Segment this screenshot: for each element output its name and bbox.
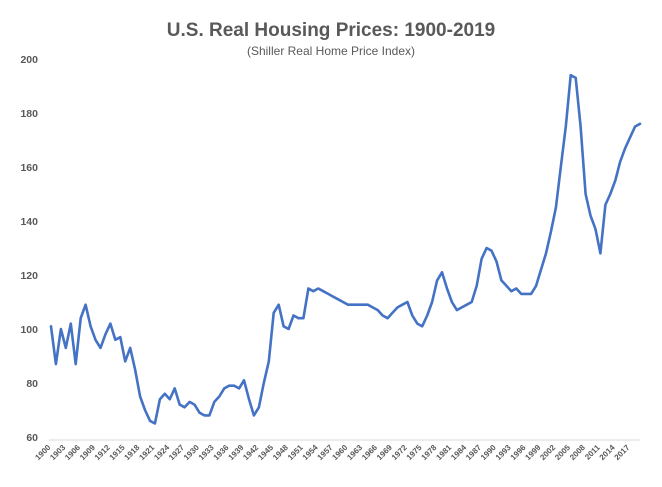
x-tick-label: 2017 (613, 443, 632, 462)
x-tick-label: 2014 (598, 443, 617, 462)
x-axis-ticks: 1900190319061909191219151918192119241927… (33, 443, 631, 462)
x-tick-label: 1900 (33, 443, 52, 462)
x-tick-label: 1942 (241, 443, 260, 462)
x-tick-label: 2008 (568, 443, 587, 462)
x-tick-label: 1945 (256, 443, 275, 462)
housing-price-line (49, 73, 642, 425)
x-tick-label: 1966 (360, 443, 379, 462)
x-tick-label: 1915 (108, 443, 127, 462)
y-tick-label: 60 (26, 432, 38, 444)
y-tick-label: 200 (20, 54, 38, 66)
x-tick-label: 1918 (123, 443, 142, 462)
x-tick-label: 1924 (152, 443, 171, 462)
x-tick-label: 1948 (271, 443, 290, 462)
y-axis-ticks: 60 80 100 120 140 160 180 200 (20, 54, 38, 444)
x-tick-label: 1909 (78, 443, 97, 462)
x-tick-label: 1906 (63, 443, 82, 462)
x-tick-label: 1927 (167, 443, 186, 462)
x-tick-label: 2005 (553, 443, 572, 462)
y-tick-label: 100 (20, 324, 38, 336)
x-tick-label: 1993 (494, 443, 513, 462)
x-tick-label: 2011 (583, 443, 602, 462)
x-tick-label: 1963 (345, 443, 364, 462)
x-tick-label: 1975 (405, 443, 424, 462)
x-tick-label: 1969 (375, 443, 394, 462)
chart-title: U.S. Real Housing Prices: 1900-2019 (166, 20, 496, 41)
x-tick-label: 1936 (212, 443, 231, 462)
x-tick-label: 2002 (538, 443, 557, 462)
x-tick-label: 1957 (316, 443, 335, 462)
x-tick-label: 1960 (330, 443, 349, 462)
y-tick-label: 180 (20, 108, 38, 120)
x-tick-label: 1978 (420, 443, 439, 462)
x-tick-label: 1903 (48, 443, 67, 462)
x-tick-label: 1984 (449, 443, 468, 462)
x-tick-label: 1987 (464, 443, 483, 462)
x-tick-label: 1951 (286, 443, 305, 462)
x-tick-label: 1912 (93, 443, 112, 462)
x-tick-label: 1933 (197, 443, 216, 462)
x-tick-label: 1954 (301, 443, 320, 462)
x-tick-label: 1999 (523, 443, 542, 462)
y-tick-label: 160 (20, 162, 38, 174)
chart-subtitle: (Shiller Real Home Price Index) (246, 44, 416, 58)
x-tick-label: 1981 (434, 443, 453, 462)
y-tick-label: 120 (20, 270, 38, 282)
x-tick-label: 1930 (182, 443, 201, 462)
x-tick-label: 1996 (509, 443, 528, 462)
x-tick-label: 1939 (226, 443, 245, 462)
x-tick-label: 1921 (137, 443, 156, 462)
y-tick-label: 140 (20, 216, 38, 228)
x-tick-label: 1972 (390, 443, 409, 462)
x-tick-label: 1990 (479, 443, 498, 462)
y-tick-label: 80 (26, 378, 38, 390)
